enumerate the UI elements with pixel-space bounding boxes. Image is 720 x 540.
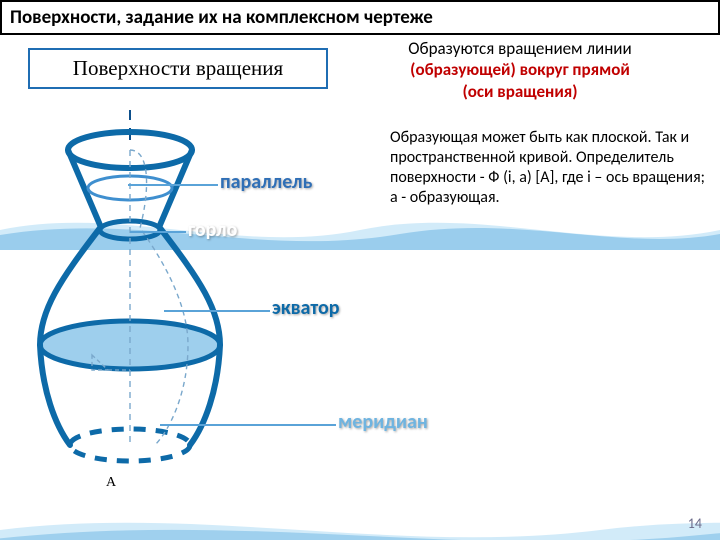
label-equator: экватор <box>272 296 339 320</box>
leader-throat <box>130 231 186 233</box>
wave-decoration-2 <box>0 505 720 540</box>
definition-line2: (образующей) вокруг прямой <box>350 59 690 80</box>
label-parallel: параллель <box>220 170 312 194</box>
definition-line1: Образуются вращением линии <box>350 38 690 59</box>
description-text: Образующая может быть как плоской. Так и… <box>390 128 710 208</box>
label-meridian: меридиан <box>338 410 428 434</box>
label-A: A <box>106 475 116 491</box>
leader-equator <box>164 310 270 312</box>
leader-meridian <box>160 424 336 426</box>
leader-parallel <box>128 184 218 186</box>
label-throat: горло <box>188 218 237 242</box>
page-title: Поверхности, задание их на комплексном ч… <box>0 0 720 35</box>
definition-line3: (оси вращения) <box>350 81 690 102</box>
section-subtitle: Поверхности вращения <box>28 48 328 89</box>
definition-text: Образуются вращением линии (образующей) … <box>350 38 690 102</box>
page-number: 14 <box>688 515 702 532</box>
